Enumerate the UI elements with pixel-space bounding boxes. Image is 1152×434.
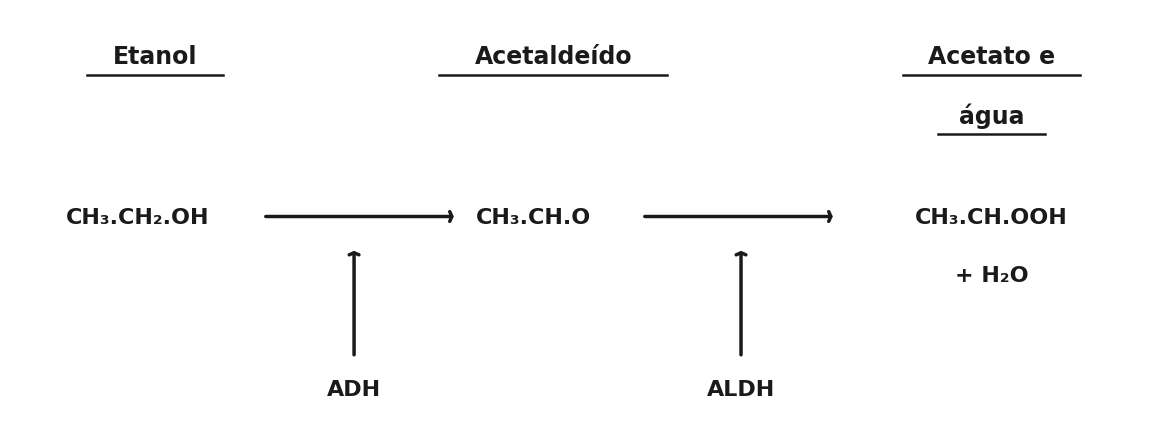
Text: Etanol: Etanol [113, 46, 197, 69]
Text: CH₃.CH.O: CH₃.CH.O [476, 207, 591, 227]
Text: ALDH: ALDH [707, 379, 775, 399]
Text: ADH: ADH [327, 379, 381, 399]
Text: CH₃.CH₂.OH: CH₃.CH₂.OH [66, 207, 210, 227]
Text: água: água [958, 103, 1024, 129]
Text: + H₂O: + H₂O [955, 266, 1029, 286]
Text: CH₃.CH.OOH: CH₃.CH.OOH [915, 207, 1068, 227]
Text: Acetaldeído: Acetaldeído [475, 46, 632, 69]
Text: Acetato e: Acetato e [927, 46, 1055, 69]
